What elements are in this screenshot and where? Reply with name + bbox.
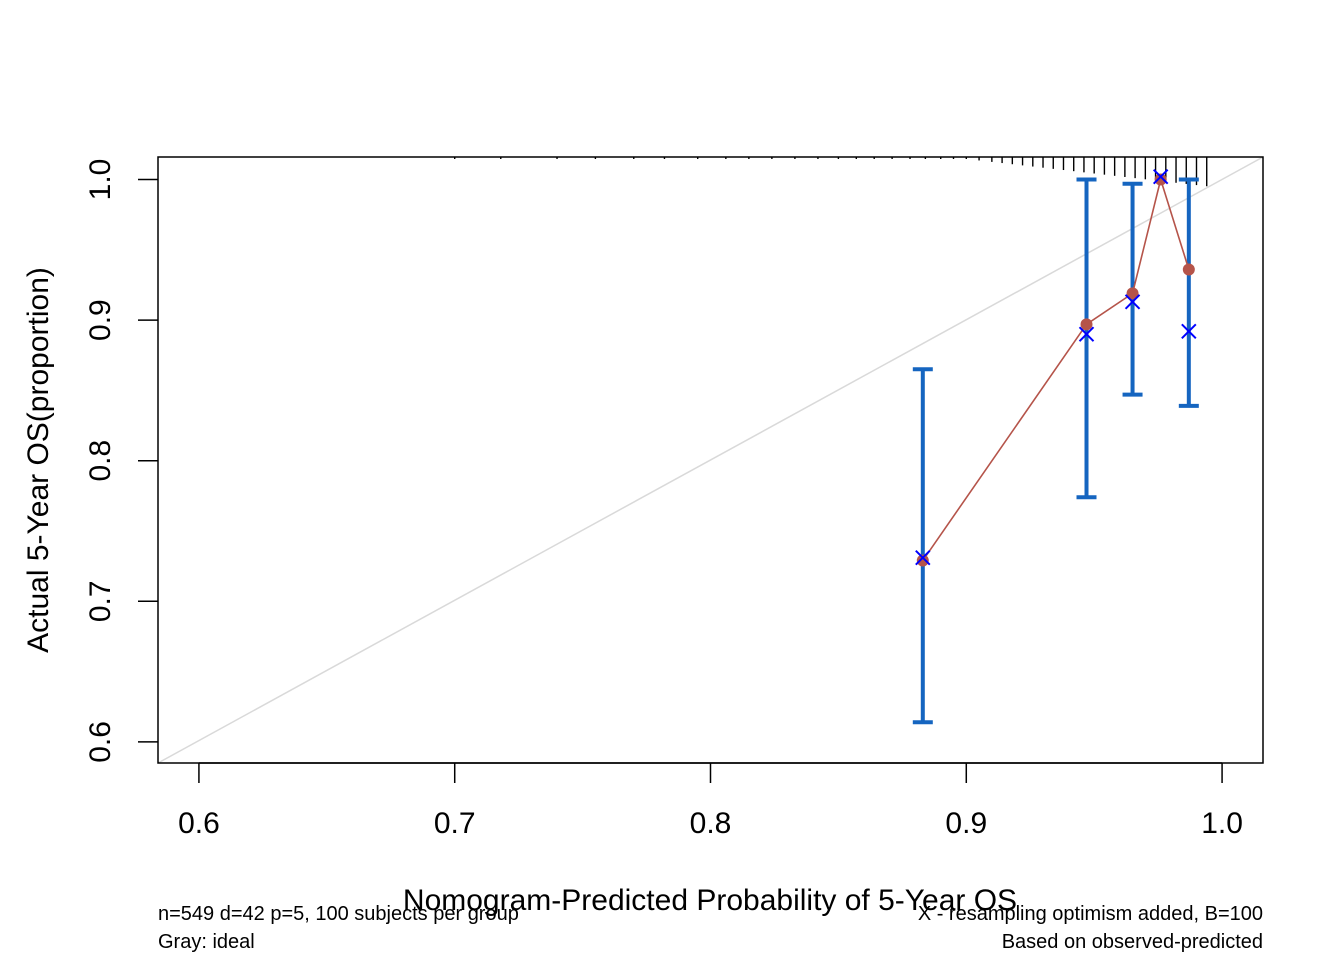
bias-corrected-point bbox=[1152, 168, 1169, 185]
footnote-resampling: X - resampling optimism added, B=100 bbox=[918, 903, 1263, 925]
x-marker-stroke bbox=[1181, 323, 1197, 340]
observed-point bbox=[916, 554, 929, 567]
observed-point bbox=[1182, 263, 1195, 276]
bias-corrected-point bbox=[915, 550, 931, 566]
bias-corrected-point bbox=[1078, 326, 1095, 342]
x-marker-stroke bbox=[1124, 294, 1141, 310]
y-tick-label: 0.9 bbox=[84, 299, 117, 341]
y-tick-label: 0.6 bbox=[84, 721, 117, 763]
y-tick-label: 0.8 bbox=[84, 440, 117, 482]
observed-line bbox=[922, 176, 1190, 561]
footnote-method: Based on observed-predicted bbox=[1002, 931, 1263, 953]
x-marker-stroke bbox=[915, 550, 931, 566]
error-bar bbox=[912, 367, 933, 725]
x-axis-label: Nomogram-Predicted Probability of 5-Year… bbox=[403, 884, 1017, 917]
x-marker-stroke bbox=[1152, 168, 1169, 185]
x-tick-label: 0.9 bbox=[945, 807, 987, 840]
error-bar bbox=[1076, 177, 1097, 500]
y-tick-label: 0.7 bbox=[84, 580, 117, 622]
ideal-line bbox=[157, 156, 1264, 764]
footnote-sample-info: n=549 d=42 p=5, 100 subjects per group bbox=[158, 903, 519, 925]
observed-point bbox=[1080, 318, 1093, 331]
footnote-ideal-legend: Gray: ideal bbox=[158, 931, 255, 953]
x-tick-label: 0.8 bbox=[690, 807, 732, 840]
observed-point bbox=[1126, 287, 1139, 300]
x-tick-label: 1.0 bbox=[1201, 807, 1243, 840]
x-tick-label: 0.6 bbox=[178, 807, 220, 840]
error-bar bbox=[1178, 177, 1199, 408]
x-tick-label: 0.7 bbox=[434, 807, 476, 840]
x-marker-stroke bbox=[1078, 326, 1095, 342]
bias-corrected-point bbox=[1124, 294, 1141, 310]
observed-point bbox=[1154, 173, 1167, 186]
bias-corrected-point bbox=[1181, 323, 1197, 340]
y-axis-label: Actual 5-Year OS(proportion) bbox=[22, 267, 55, 653]
y-tick-label: 1.0 bbox=[84, 159, 117, 201]
